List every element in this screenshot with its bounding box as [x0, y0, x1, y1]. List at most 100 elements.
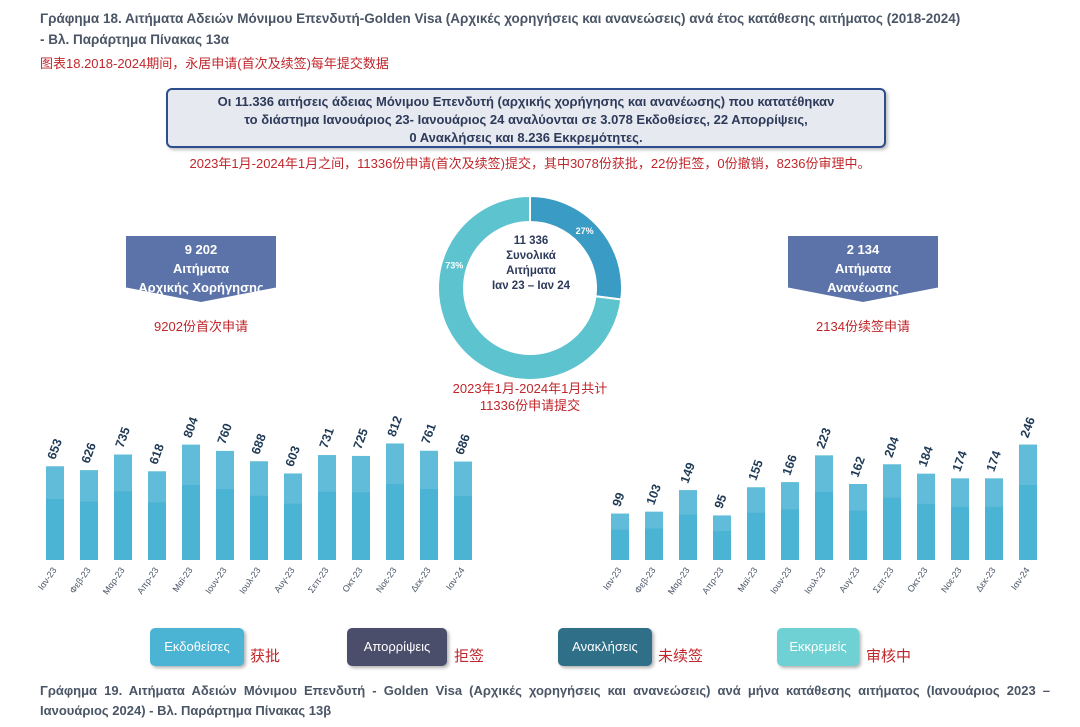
donut-chinese: 2023年1月-2024年1月共计 11336份申请提交 — [420, 380, 640, 414]
initial-category-label: Ιουλ-23 — [237, 565, 262, 595]
initial-requests-line2: Αιτήματα — [172, 261, 230, 276]
renewal-value-label: 149 — [678, 461, 698, 485]
initial-bar-highlight — [284, 473, 302, 504]
legend-rejected: Απορρίψεις — [347, 628, 447, 666]
initial-bar-highlight — [148, 471, 166, 503]
renewal-bar-highlight — [849, 483, 867, 511]
renewal-value-label: 223 — [814, 426, 834, 450]
title-line-1: Γράφημα 18. Αιτήματα Αδειών Μόνιμου Επεν… — [40, 11, 961, 26]
initial-bar-highlight — [420, 450, 438, 490]
donut-center-value: 11 336 — [513, 235, 549, 247]
renewal-bar-highlight — [815, 455, 833, 492]
donut-chinese-line1: 2023年1月-2024年1月共计 — [452, 381, 608, 396]
renewal-category-label: Σεπ-23 — [871, 565, 896, 594]
initial-bar-highlight — [386, 443, 404, 485]
renewal-value-label: 174 — [984, 449, 1004, 473]
initial-requests-value: 9 202 — [184, 242, 218, 257]
renewal-category-label: Ιαν-24 — [1009, 565, 1032, 591]
initial-bar — [114, 454, 132, 560]
initial-requests-monthly-bar-chart: 653 Ιαν-23 626 Φεβ-23 735 Μαρ-23 618 Απρ-23 804 Μ… — [36, 414, 473, 596]
initial-value-label: 804 — [181, 415, 201, 439]
initial-bar — [420, 450, 438, 560]
donut-center-line4: Ιαν 23 – Ιαν 24 — [491, 280, 571, 292]
initial-category-label: Νοε-23 — [374, 565, 399, 594]
renewal-bar-highlight — [1019, 444, 1037, 485]
initial-bar — [148, 471, 166, 560]
donut-center-line3: Αιτήματα — [506, 265, 556, 277]
donut-slice-label-1: 73% — [445, 261, 463, 271]
chart-title: Γράφημα 18. Αιτήματα Αδειών Μόνιμου Επεν… — [40, 8, 1050, 50]
initial-bar — [284, 473, 302, 560]
renewal-category-label: Ιαν-23 — [601, 565, 624, 591]
renewal-value-label: 155 — [746, 458, 766, 482]
renewal-category-label: Ιουν-23 — [768, 565, 793, 595]
legend-issued-chinese: 获批 — [250, 648, 281, 665]
initial-bar — [454, 461, 472, 560]
initial-value-label: 603 — [283, 444, 303, 468]
renewal-requests-chinese: 2134份续签申请 — [816, 319, 910, 334]
renewal-bar — [1019, 444, 1037, 560]
initial-value-label: 688 — [249, 432, 269, 456]
initial-category-label: Οκτ-23 — [340, 565, 364, 594]
title-chinese: 图表18.2018-2024期间，永居申请(首次及续签)每年提交数据 — [40, 56, 389, 71]
renewal-bar — [645, 511, 663, 560]
initial-bar-highlight — [352, 455, 370, 493]
renewal-bar-highlight — [713, 515, 731, 532]
renewal-bar-highlight — [883, 464, 901, 498]
legend-pending-label: Εκκρεμείς — [789, 639, 847, 654]
initial-value-label: 735 — [113, 425, 133, 449]
donut-slice-1 — [437, 194, 623, 381]
total-requests-donut: 27% 73% — [437, 194, 623, 381]
initial-category-label: Σεπ-23 — [306, 565, 331, 594]
legend-pending: Εκκρεμείς — [777, 628, 859, 666]
legend-issued: Εκδοθείσες — [150, 628, 244, 666]
initial-bar-highlight — [182, 444, 200, 485]
donut-slice-label-0: 27% — [576, 226, 594, 236]
renewal-bar — [985, 478, 1003, 560]
initial-category-label: Αυγ-23 — [272, 565, 297, 594]
renewal-bar-highlight — [917, 473, 935, 504]
initial-bar-highlight — [250, 461, 268, 496]
initial-bar — [352, 455, 370, 560]
renewal-requests-monthly-bar-chart: 99 Ιαν-23 103 Φεβ-23 149 Μαρ-23 95 Απρ-23 155 Μαϊ… — [601, 415, 1038, 596]
initial-category-label: Μαϊ-23 — [171, 565, 195, 593]
renewal-value-label: 99 — [610, 491, 628, 509]
initial-bar — [386, 443, 404, 560]
renewal-category-label: Ιουλ-23 — [802, 565, 827, 595]
renewal-category-label: Μαρ-23 — [666, 565, 692, 596]
renewal-category-label: Δεκ-23 — [974, 565, 998, 593]
renewal-requests-line3: Ανανέωσης — [827, 280, 899, 295]
initial-bar — [80, 470, 98, 560]
initial-value-label: 725 — [351, 427, 371, 451]
initial-value-label: 686 — [453, 432, 473, 456]
legend-revoked-chinese: 未续签 — [658, 648, 704, 665]
infobox-line-3: 0 Ανακλήσεις και 8.236 Εκκρεμότητες. — [409, 130, 643, 145]
renewal-bar — [883, 464, 901, 560]
initial-value-label: 812 — [385, 414, 405, 438]
initial-bar — [182, 444, 200, 560]
renewal-bar-highlight — [645, 511, 663, 529]
renewal-category-label: Απρ-23 — [700, 565, 726, 596]
initial-value-label: 731 — [317, 426, 337, 450]
infobox-line-1: Οι 11.336 αιτήσεις άδειας Μόνιμου Επενδυ… — [217, 94, 835, 109]
renewal-value-label: 166 — [780, 453, 800, 477]
title-line-2: - Βλ. Παράρτημα Πίνακας 13α — [40, 32, 230, 47]
renewal-bar — [849, 483, 867, 560]
initial-bar-highlight — [454, 461, 472, 497]
renewal-requests-value: 2 134 — [846, 242, 880, 257]
renewal-bar-highlight — [747, 487, 765, 513]
initial-bar-highlight — [46, 466, 64, 500]
initial-value-label: 653 — [45, 437, 65, 461]
initial-bar-highlight — [216, 450, 234, 490]
renewal-bar — [747, 487, 765, 560]
renewal-value-label: 246 — [1018, 415, 1038, 439]
initial-requests-badge: 9 202 Αιτήματα Αρχικής Χορήγησης — [126, 236, 276, 302]
donut-chinese-line2: 11336份申请提交 — [479, 398, 581, 413]
renewal-bar-highlight — [781, 482, 799, 510]
renewal-bar-highlight — [679, 490, 697, 515]
initial-category-label: Ιαν-24 — [444, 565, 467, 591]
renewal-category-label: Αυγ-23 — [837, 565, 862, 594]
initial-category-label: Ιουν-23 — [203, 565, 228, 595]
renewal-bar — [917, 473, 935, 560]
initial-bar — [216, 450, 234, 560]
